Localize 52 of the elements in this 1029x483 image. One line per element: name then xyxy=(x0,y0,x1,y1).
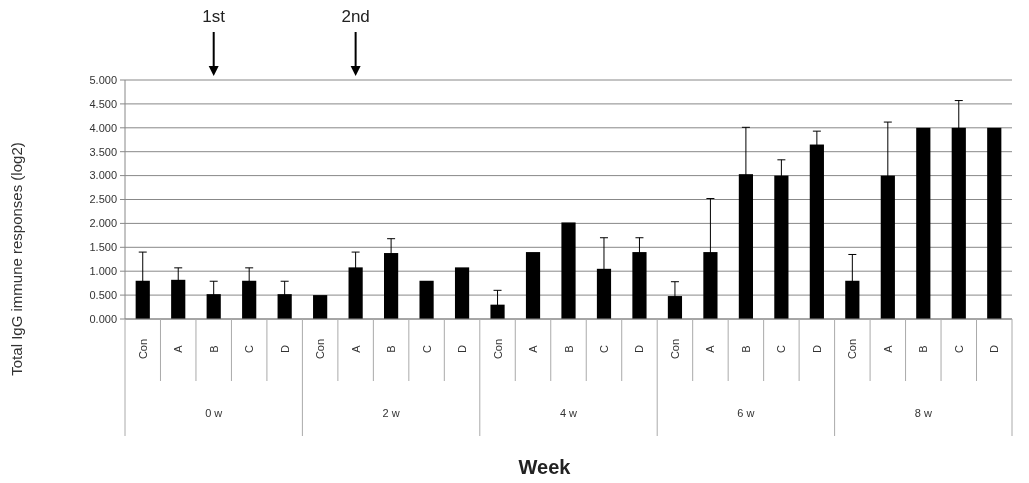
x-tick-label: C xyxy=(775,344,788,353)
y-tick-label: 4.000 xyxy=(89,121,117,134)
x-tick-label: D xyxy=(456,344,469,353)
x-tick-label: Con xyxy=(668,338,681,360)
bar xyxy=(916,127,931,319)
text: 4 w xyxy=(559,407,578,419)
x-tick-label: B xyxy=(207,345,220,353)
x-tick-label: B xyxy=(739,345,752,353)
bar xyxy=(454,267,470,319)
x-tick-label: Con xyxy=(136,338,149,360)
y-tick-label: 2.500 xyxy=(89,193,117,206)
y-tick-label: 2.000 xyxy=(89,217,117,230)
text: 0 w xyxy=(205,407,223,419)
x-tick-label: Con xyxy=(846,338,859,360)
text: 2 w xyxy=(382,407,400,419)
y-tick-label: 0.000 xyxy=(89,312,117,325)
x-tick-label: C xyxy=(420,344,433,353)
x-tick-label: C xyxy=(952,344,965,353)
x-tick-label: A xyxy=(881,344,894,353)
x-tick-label: D xyxy=(988,344,1001,353)
x-tick-label: C xyxy=(597,344,610,353)
x-tick-label: B xyxy=(385,345,398,353)
x-tick-label: Con xyxy=(314,338,327,360)
x-tick-label: A xyxy=(349,344,362,353)
y-axis-title: Total IgG immune responses (log2) xyxy=(8,142,25,376)
y-tick-label: 4.500 xyxy=(89,97,117,110)
x-tick-label: B xyxy=(917,345,930,353)
y-tick-label: 1.000 xyxy=(89,265,117,278)
x-tick-label: B xyxy=(562,345,575,353)
x-tick-label: C xyxy=(243,344,256,353)
x-tick-label: D xyxy=(278,344,291,353)
text: 1st xyxy=(202,7,226,26)
y-tick-label: 3.500 xyxy=(89,145,117,158)
y-tick-label: 3.000 xyxy=(89,169,117,182)
x-tick-label: A xyxy=(527,344,540,353)
bar xyxy=(525,252,541,319)
bar xyxy=(561,222,576,319)
y-tick-label: 1.500 xyxy=(89,241,117,254)
x-tick-label: A xyxy=(704,344,717,353)
x-tick-label: Con xyxy=(491,338,504,360)
x-tick-label: D xyxy=(633,344,646,353)
y-tick-label: 5.000 xyxy=(89,73,117,86)
x-tick-label: A xyxy=(172,344,185,353)
y-tick-label: 0.500 xyxy=(89,288,117,301)
text: 2nd xyxy=(341,7,370,26)
bar xyxy=(313,295,328,319)
bar xyxy=(987,127,1002,319)
bar xyxy=(419,280,434,319)
text: 6 w xyxy=(737,407,755,419)
x-tick-label: D xyxy=(810,344,823,353)
x-axis-title: Week xyxy=(518,456,572,478)
text: 8 w xyxy=(914,407,932,419)
